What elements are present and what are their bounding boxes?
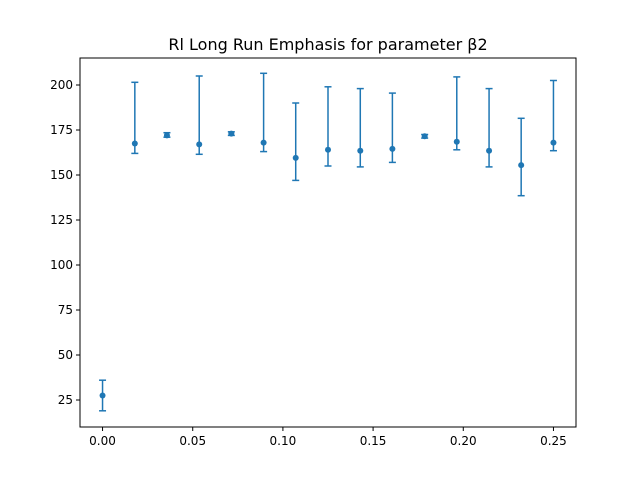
y-tick-label: 200 [50, 78, 73, 92]
y-tick-label: 75 [58, 303, 73, 317]
x-tick-label: 0.00 [89, 434, 116, 448]
data-point [196, 141, 203, 148]
y-tick-label: 175 [50, 123, 73, 137]
y-tick-label: 100 [50, 258, 73, 272]
data-point [163, 132, 170, 139]
data-point [421, 133, 428, 140]
data-points [99, 130, 557, 399]
data-point [228, 130, 235, 137]
chart-title: Rl Long Run Emphasis for parameter β2 [168, 35, 487, 54]
data-point [486, 147, 493, 154]
data-point [99, 392, 106, 399]
y-tick-label: 150 [50, 168, 73, 182]
data-point [453, 138, 460, 145]
data-point [518, 162, 525, 169]
data-point [131, 140, 138, 147]
y-tick-label: 25 [58, 393, 73, 407]
data-point [389, 145, 396, 152]
x-tick-label: 0.25 [540, 434, 567, 448]
x-axis-ticks: 0.00 0.05 0.10 0.15 0.20 0.25 [89, 427, 567, 448]
plot-frame [79, 57, 577, 428]
plot-area-border [79, 57, 577, 428]
data-point [550, 139, 557, 146]
y-tick-label: 50 [58, 348, 73, 362]
x-tick-label: 0.15 [360, 434, 387, 448]
x-tick-label: 0.05 [179, 434, 206, 448]
x-tick-label: 0.20 [450, 434, 477, 448]
error-bars [99, 72, 557, 412]
data-point [325, 146, 331, 153]
data-point [292, 154, 299, 161]
y-axis-ticks: 25 50 75 100 125 150 175 200 [50, 78, 80, 407]
data-point [260, 139, 267, 146]
x-tick-label: 0.10 [270, 434, 297, 448]
data-point [357, 147, 364, 154]
y-tick-label: 125 [50, 213, 73, 227]
